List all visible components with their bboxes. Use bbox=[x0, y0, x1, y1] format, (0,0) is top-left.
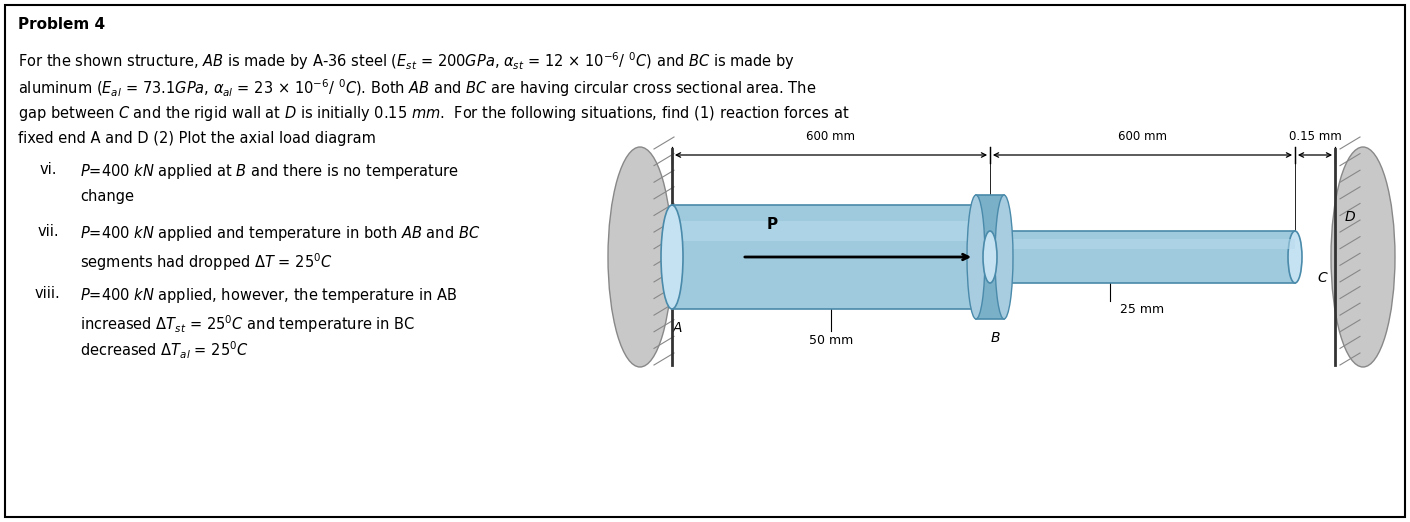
Text: segments had dropped $\Delta T$ = 25$^{0}C$: segments had dropped $\Delta T$ = 25$^{0… bbox=[80, 251, 333, 272]
Bar bbox=[990, 231, 1294, 283]
Text: For the shown structure, $\mathit{AB}$ is made by A-36 steel ($E_{st}$ = 200$GPa: For the shown structure, $\mathit{AB}$ i… bbox=[18, 50, 795, 72]
Text: Problem 4: Problem 4 bbox=[18, 17, 106, 32]
Text: 0.15 mm: 0.15 mm bbox=[1289, 130, 1341, 143]
Text: 50 mm: 50 mm bbox=[809, 334, 853, 347]
Text: $P$=400 $kN$ applied, however, the temperature in AB: $P$=400 $kN$ applied, however, the tempe… bbox=[80, 286, 457, 305]
Ellipse shape bbox=[983, 231, 997, 283]
Text: vi.: vi. bbox=[39, 162, 58, 177]
Bar bbox=[976, 195, 1004, 319]
Text: change: change bbox=[80, 189, 134, 204]
Text: C: C bbox=[1317, 271, 1327, 285]
Text: 25 mm: 25 mm bbox=[1120, 303, 1165, 316]
Text: A: A bbox=[673, 321, 682, 335]
Text: B: B bbox=[990, 331, 1000, 345]
Ellipse shape bbox=[995, 195, 1012, 319]
Ellipse shape bbox=[1331, 147, 1394, 367]
Ellipse shape bbox=[608, 147, 673, 367]
Ellipse shape bbox=[1287, 231, 1301, 283]
Text: viii.: viii. bbox=[35, 286, 61, 301]
Text: D: D bbox=[1345, 210, 1355, 224]
Bar bbox=[673, 221, 990, 241]
Text: fixed end A and D (2) Plot the axial load diagram: fixed end A and D (2) Plot the axial loa… bbox=[18, 131, 376, 146]
Text: decreased $\Delta T_{al}$ = 25$^{0}C$: decreased $\Delta T_{al}$ = 25$^{0}C$ bbox=[80, 340, 248, 361]
Ellipse shape bbox=[661, 205, 682, 309]
Text: $P$=400 $kN$ applied at $\mathit{B}$ and there is no temperature: $P$=400 $kN$ applied at $\mathit{B}$ and… bbox=[80, 162, 458, 181]
Bar bbox=[990, 239, 1294, 249]
Bar bbox=[673, 205, 990, 309]
Text: 600 mm: 600 mm bbox=[807, 130, 856, 143]
Ellipse shape bbox=[967, 195, 986, 319]
Text: P: P bbox=[767, 217, 777, 232]
Text: aluminum ($E_{al}$ = 73.1$GPa$, $\alpha_{al}$ = 23 × 10$^{-6}$/ $^{0}C$). Both $: aluminum ($E_{al}$ = 73.1$GPa$, $\alpha_… bbox=[18, 77, 816, 99]
Text: gap between $\mathit{C}$ and the rigid wall at $\mathit{D}$ is initially 0.15 $\: gap between $\mathit{C}$ and the rigid w… bbox=[18, 104, 849, 123]
Text: $P$=400 $kN$ applied and temperature in both $\mathit{AB}$ and $\mathit{BC}$: $P$=400 $kN$ applied and temperature in … bbox=[80, 224, 481, 243]
Text: 600 mm: 600 mm bbox=[1118, 130, 1167, 143]
Text: increased $\Delta T_{st}$ = 25$^{0}C$ and temperature in BC: increased $\Delta T_{st}$ = 25$^{0}C$ an… bbox=[80, 313, 416, 335]
Ellipse shape bbox=[979, 205, 1001, 309]
Text: vii.: vii. bbox=[38, 224, 59, 239]
